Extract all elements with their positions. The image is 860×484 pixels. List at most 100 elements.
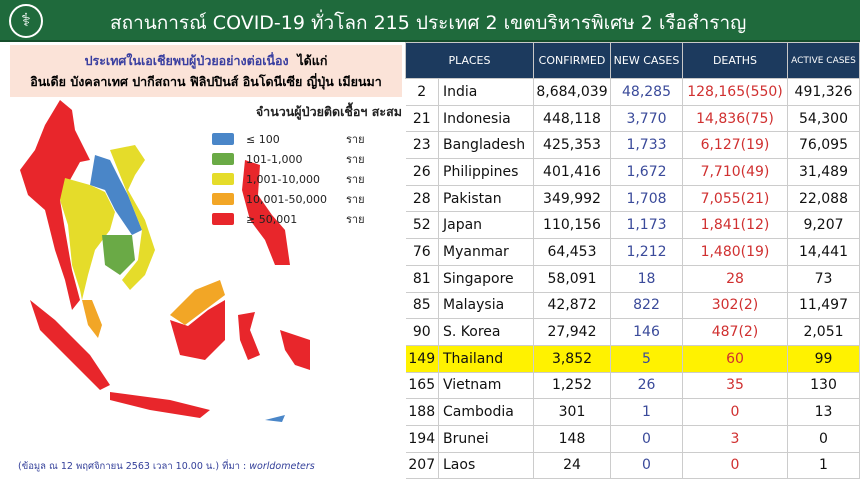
- cell-deaths: 487(2): [682, 318, 788, 346]
- cell-new-cases: 1: [610, 398, 683, 426]
- map-sumatra: [30, 300, 110, 390]
- cell-active-cases: 54,300: [787, 105, 860, 133]
- cell-new-cases: 18: [610, 265, 683, 293]
- table-row: 76 Myanmar 64,453 1,212 1,480(19) 14,441: [405, 238, 860, 266]
- cell-country: Pakistan: [438, 185, 534, 213]
- map-philippines: [242, 160, 290, 265]
- legend-item: 10,001-50,000 ราย: [212, 189, 402, 209]
- cell-rank: 76: [405, 238, 439, 266]
- map-myanmar: [20, 100, 90, 310]
- source-note: (ข้อมูล ณ 12 พฤศจิกายน 2563 เวลา 10.00 น…: [18, 459, 398, 474]
- col-active-cases: ACTIVE CASES: [787, 42, 860, 79]
- cell-country: Cambodia: [438, 398, 534, 426]
- ministry-logo-icon: ⚕: [9, 4, 43, 38]
- source-site: worldometers: [249, 461, 315, 472]
- cell-active-cases: 491,326: [787, 78, 860, 106]
- cell-new-cases: 1,173: [610, 211, 683, 240]
- cell-new-cases: 0: [610, 425, 683, 453]
- legend-swatch: [212, 193, 234, 205]
- cell-rank: 85: [405, 292, 439, 320]
- map-indonesia-kalimantan: [170, 300, 225, 360]
- notice-box: ประเทศในเอเชียพบผู้ป่วยอย่างต่อเนื่อง ได…: [10, 45, 402, 97]
- legend-swatch: [212, 153, 234, 165]
- cell-deaths: 1,480(19): [682, 238, 788, 266]
- southeast-asia-map: [20, 100, 310, 422]
- cell-new-cases: 5: [610, 345, 683, 373]
- col-deaths: DEATHS: [682, 42, 788, 79]
- legend-unit: ราย: [346, 213, 365, 226]
- covid-table: PLACES CONFIRMED NEW CASES DEATHS ACTIVE…: [405, 42, 860, 480]
- notice-line2: อินเดีย บังคลาเทศ ปากีสถาน ฟิลิปปินส์ อิ…: [30, 74, 382, 89]
- table-row: 26 Philippines 401,416 1,672 7,710(49) 31,489: [405, 158, 860, 186]
- map-thailand: [60, 178, 115, 300]
- table-row: 81 Singapore 58,091 18 28 73: [405, 265, 860, 293]
- legend-item: ≥ 50,001 ราย: [212, 209, 402, 229]
- legend-title: จำนวนผู้ป่วยติดเชื้อฯ สะสม: [255, 104, 402, 119]
- table-row: 28 Pakistan 349,992 1,708 7,055(21) 22,088: [405, 185, 860, 213]
- cell-country: Indonesia: [438, 105, 534, 133]
- cell-active-cases: 22,088: [787, 185, 860, 213]
- cell-confirmed: 148: [533, 425, 611, 453]
- cell-active-cases: 2,051: [787, 318, 860, 346]
- table-row: 194 Brunei 148 0 3 0: [405, 425, 860, 453]
- map-sulawesi: [238, 312, 260, 360]
- legend-unit: ราย: [346, 193, 365, 206]
- table-row: 21 Indonesia 448,118 3,770 14,836(75) 54,300: [405, 105, 860, 133]
- cell-new-cases: 146: [610, 318, 683, 346]
- cell-deaths: 6,127(19): [682, 131, 788, 160]
- legend-swatch: [212, 173, 234, 185]
- legend-swatch: [212, 133, 234, 145]
- cell-deaths: 7,055(21): [682, 185, 788, 213]
- legend-item: 1,001-10,000 ราย: [212, 169, 402, 189]
- cell-rank: 28: [405, 185, 439, 213]
- legend-unit: ราย: [346, 173, 365, 186]
- map-laos: [90, 155, 142, 235]
- cell-rank: 188: [405, 398, 439, 426]
- cell-country: Laos: [438, 452, 534, 480]
- cell-deaths: 128,165(550): [682, 78, 788, 106]
- table-row: 52 Japan 110,156 1,173 1,841(12) 9,207: [405, 211, 860, 240]
- cell-deaths: 0: [682, 452, 788, 480]
- col-places: PLACES: [405, 42, 534, 79]
- cell-confirmed: 64,453: [533, 238, 611, 266]
- table-row: 207 Laos 24 0 0 1: [405, 452, 860, 480]
- map-timor: [265, 415, 285, 422]
- cell-confirmed: 448,118: [533, 105, 611, 133]
- map-legend: ≤ 100 ราย 101-1,000 ราย 1,001-10,000 ราย 10,00…: [212, 129, 402, 229]
- cell-confirmed: 301: [533, 398, 611, 426]
- cell-new-cases: 1,708: [610, 185, 683, 213]
- cell-rank: 149: [405, 345, 439, 373]
- cell-active-cases: 99: [787, 345, 860, 373]
- cell-new-cases: 1,672: [610, 158, 683, 186]
- cell-active-cases: 14,441: [787, 238, 860, 266]
- legend-item: 101-1,000 ราย: [212, 149, 402, 169]
- table-row: 23 Bangladesh 425,353 1,733 6,127(19) 76,095: [405, 131, 860, 160]
- cell-active-cases: 0: [787, 425, 860, 453]
- legend-unit: ราย: [346, 133, 365, 146]
- legend-swatch: [212, 213, 234, 225]
- cell-active-cases: 130: [787, 372, 860, 400]
- cell-new-cases: 48,285: [610, 78, 683, 106]
- cell-deaths: 60: [682, 345, 788, 373]
- cell-country: Brunei: [438, 425, 534, 453]
- page-title: สถานการณ์ COVID-19 ทั่วโลก 215 ประเทศ 2 …: [110, 12, 747, 34]
- cell-deaths: 0: [682, 398, 788, 426]
- cell-country: India: [438, 78, 534, 106]
- cell-country: Bangladesh: [438, 131, 534, 160]
- table-row: 188 Cambodia 301 1 0 13: [405, 398, 860, 426]
- map-cambodia: [102, 235, 135, 275]
- cell-active-cases: 13: [787, 398, 860, 426]
- legend-range: 10,001-50,000: [246, 192, 327, 206]
- cell-confirmed: 1,252: [533, 372, 611, 400]
- cell-country: S. Korea: [438, 318, 534, 346]
- cell-confirmed: 42,872: [533, 292, 611, 320]
- table-row: 2 India 8,684,039 48,285 128,165(550) 491,326: [405, 78, 860, 106]
- cell-country: Vietnam: [438, 372, 534, 400]
- cell-rank: 207: [405, 452, 439, 480]
- cell-rank: 90: [405, 318, 439, 346]
- map-java: [110, 392, 210, 418]
- cell-active-cases: 76,095: [787, 131, 860, 160]
- legend-range: ≥ 50,001: [246, 212, 298, 226]
- legend-range: 101-1,000: [246, 152, 303, 166]
- map-borneo: [170, 280, 225, 325]
